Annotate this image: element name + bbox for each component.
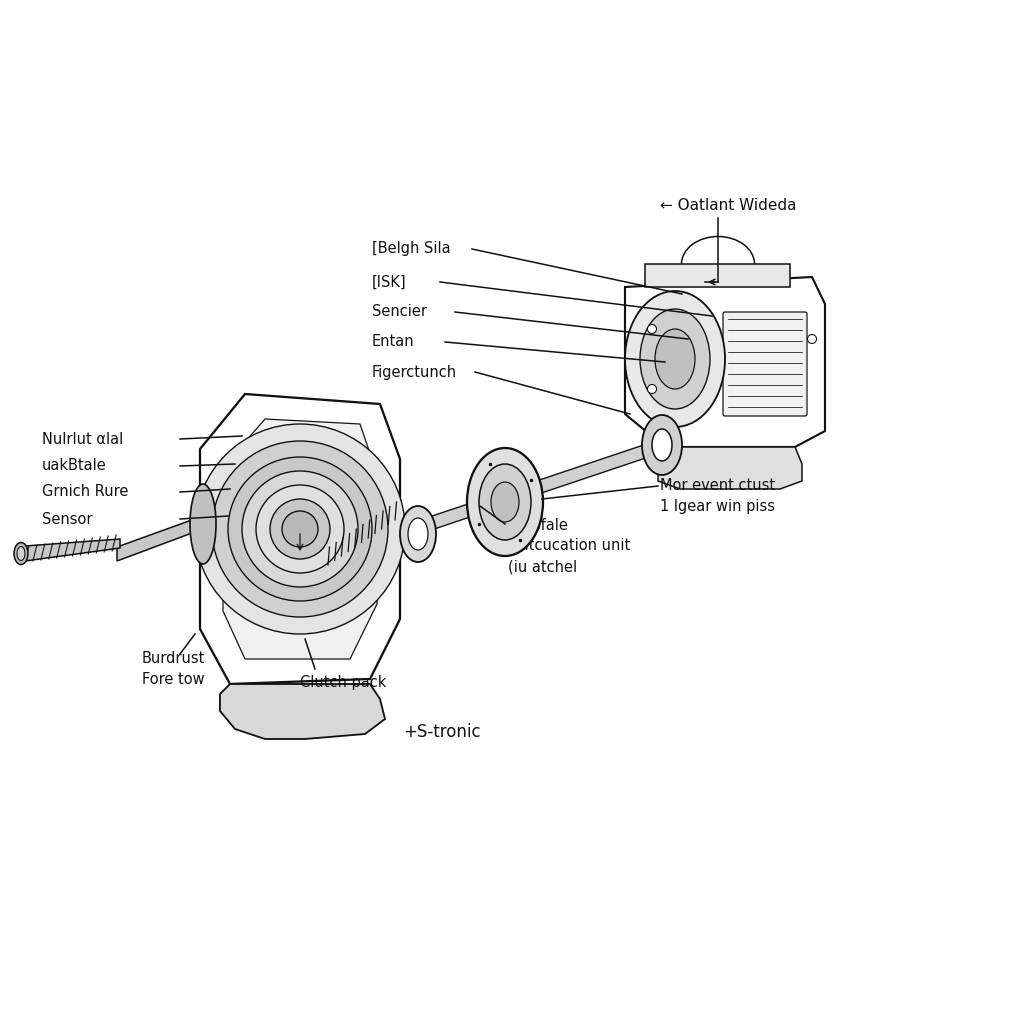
Polygon shape <box>25 539 120 561</box>
Circle shape <box>195 424 406 634</box>
Circle shape <box>228 457 372 601</box>
Text: Sursfale
Gutcucation unit
(iu atchel: Sursfale Gutcucation unit (iu atchel <box>508 517 630 574</box>
Text: Sensor: Sensor <box>42 512 92 526</box>
Ellipse shape <box>14 543 28 564</box>
Ellipse shape <box>640 309 710 409</box>
Ellipse shape <box>490 482 519 522</box>
Text: Nulrlut αlal: Nulrlut αlal <box>42 431 123 446</box>
Ellipse shape <box>655 329 695 389</box>
Polygon shape <box>645 264 790 287</box>
Circle shape <box>256 485 344 573</box>
Circle shape <box>242 471 358 587</box>
Text: uakBtale: uakBtale <box>42 459 106 473</box>
Circle shape <box>647 325 656 334</box>
Ellipse shape <box>190 484 216 564</box>
Circle shape <box>647 384 656 393</box>
Text: Entan: Entan <box>372 335 415 349</box>
Text: Grnich Rure: Grnich Rure <box>42 484 128 500</box>
Circle shape <box>270 499 330 559</box>
Ellipse shape <box>17 547 25 560</box>
FancyBboxPatch shape <box>723 312 807 416</box>
Ellipse shape <box>642 415 682 475</box>
Polygon shape <box>117 517 200 561</box>
Polygon shape <box>220 684 385 739</box>
Text: Figerctunch: Figerctunch <box>372 365 457 380</box>
Polygon shape <box>200 394 400 684</box>
Circle shape <box>212 441 388 617</box>
Text: Clutch pack: Clutch pack <box>300 675 386 689</box>
Text: Sencier: Sencier <box>372 304 427 319</box>
Circle shape <box>282 511 318 547</box>
Polygon shape <box>328 502 395 564</box>
Ellipse shape <box>479 464 531 540</box>
Polygon shape <box>625 278 825 447</box>
Text: Burdrust
Fore tow: Burdrust Fore tow <box>142 651 206 687</box>
Polygon shape <box>223 419 377 659</box>
Ellipse shape <box>467 449 543 556</box>
Ellipse shape <box>400 506 436 562</box>
Circle shape <box>808 335 816 343</box>
Text: Mor event ctust
1 lgear win piss: Mor event ctust 1 lgear win piss <box>660 478 775 514</box>
Text: ← Oatlant Wideda: ← Oatlant Wideda <box>660 199 797 213</box>
Polygon shape <box>402 441 657 539</box>
Polygon shape <box>658 447 802 489</box>
Text: [ISK]: [ISK] <box>372 274 407 290</box>
Text: +S-tronic: +S-tronic <box>403 723 481 741</box>
Ellipse shape <box>625 291 725 427</box>
Ellipse shape <box>652 429 672 461</box>
Text: [Belgh Sila: [Belgh Sila <box>372 242 451 256</box>
Ellipse shape <box>408 518 428 550</box>
